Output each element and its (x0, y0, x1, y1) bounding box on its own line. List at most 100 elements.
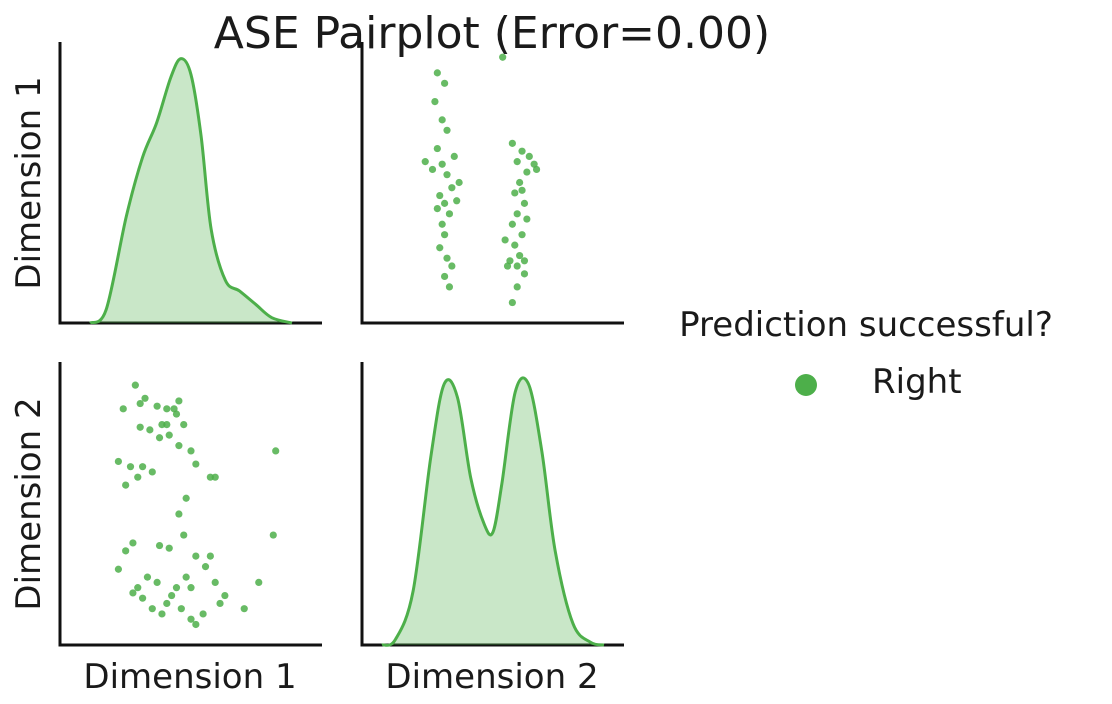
scatter-bottom-left-point-34 (192, 552, 200, 560)
scatter-bottom-left-point-37 (221, 591, 229, 600)
scatter-bottom-left-point-43 (134, 584, 142, 592)
scatter-top-right-point-36 (511, 241, 519, 249)
x-axis-label-dim2: Dimension 2 (385, 657, 598, 697)
scatter-bottom-left-point-30 (129, 539, 137, 547)
scatter-bottom-left-point-21 (122, 481, 130, 489)
panels (58, 42, 624, 647)
scatter-bottom-left-point-40 (163, 599, 171, 608)
chart-title: ASE Pairplot (Error=0.00) (214, 8, 770, 59)
scatter-top-right-point-48 (503, 262, 512, 270)
y-axis-label-dim2: Dimension 2 (9, 397, 49, 610)
scatter-top-right-point-5 (433, 144, 441, 153)
scatter-top-right-point-17 (441, 272, 449, 281)
scatter-bottom-left-point-44 (129, 589, 137, 597)
scatter-top-right-point-20 (450, 152, 458, 160)
legend-label-right: Right (872, 362, 962, 402)
scatter-top-right-point-6 (438, 160, 446, 168)
scatter-bottom-left-point-29 (122, 547, 130, 555)
scatter-bottom-left-point-36 (211, 578, 219, 587)
scatter-top-right-point-41 (520, 270, 529, 278)
scatter-bottom-left-point-26 (211, 473, 219, 481)
scatter-bottom-left-point-4 (153, 402, 161, 410)
scatter-bottom-left-point-17 (126, 463, 135, 471)
scatter-bottom-left-point-28 (114, 565, 122, 573)
scatter-bottom-left-point-3 (141, 394, 149, 402)
scatter-top-right-point-49 (513, 283, 521, 291)
scatter-bottom-left-point-12 (165, 431, 173, 439)
scatter-top-right-point-19 (428, 165, 437, 174)
x-axis-label-dim1: Dimension 1 (83, 657, 296, 697)
scatter-bottom-left-point-51 (199, 610, 207, 618)
scatter-bottom-left-point-57 (175, 510, 183, 518)
scatter-bottom-left-point-11 (155, 434, 164, 442)
scatter-bottom-left-point-23 (180, 421, 188, 429)
scatter-bottom-left-point-47 (158, 610, 166, 618)
scatter-top-right-point-26 (508, 139, 516, 147)
scatter-bottom-left-point-33 (180, 531, 188, 539)
scatter-top-right-point-12 (438, 220, 446, 228)
scatter-top-right-point-31 (511, 189, 519, 197)
scatter-top-right-point-42 (525, 152, 533, 160)
scatter-top-right-point-33 (513, 210, 521, 218)
scatter-bottom-left-point-59 (187, 584, 195, 592)
scatter-top-right-point-0 (433, 69, 441, 77)
scatter-top-right-point-21 (455, 178, 463, 187)
scatter-top-right-point-13 (441, 231, 449, 239)
scatter-top-right-point-37 (516, 251, 524, 260)
scatter-bottom-left-point-14 (187, 447, 195, 455)
scatter-top-right-point-39 (501, 236, 509, 244)
scatter-bottom-left-point-52 (216, 599, 224, 608)
scatter-bottom-left-point-35 (201, 563, 210, 571)
scatter-top-right-point-9 (436, 191, 444, 200)
scatter-top-right-point-2 (431, 97, 439, 106)
legend-marker-right (795, 374, 817, 396)
scatter-top-right-point-14 (436, 244, 444, 252)
scatter-bottom-left-point-6 (175, 397, 183, 405)
scatter-bottom-left-point-27 (163, 421, 171, 429)
scatter-bottom-left-point-31 (155, 541, 164, 550)
scatter-top-right-point-15 (443, 254, 451, 262)
scatter-bottom-left-point-56 (182, 494, 190, 502)
scatter-top-right-point-7 (443, 171, 451, 179)
scatter-top-right-point-34 (508, 220, 516, 228)
scatter-top-right-point-18 (445, 283, 454, 291)
scatter-top-right-point-40 (513, 262, 521, 270)
scatter-top-right-point-45 (523, 215, 531, 223)
scatter-bottom-left-point-48 (168, 591, 176, 600)
scatter-bottom-left-point-10 (136, 423, 144, 431)
density-dim2-fill (382, 377, 604, 646)
scatter-bottom-left-point-46 (148, 605, 156, 613)
scatter-bottom-left-point-0 (131, 381, 139, 389)
scatter-top-right-point-8 (448, 184, 456, 192)
scatter-bottom-left-point-20 (148, 468, 156, 476)
scatter-bottom-left-point-32 (165, 544, 173, 552)
axis-spine-br (360, 362, 624, 647)
scatter-bottom-left-point-55 (269, 531, 277, 539)
scatter-bottom-left-point-41 (153, 578, 161, 587)
scatter-top-right-point-10 (441, 199, 449, 207)
scatter-top-right-point-22 (421, 158, 429, 166)
y-axis-label-dim1: Dimension 1 (9, 76, 49, 289)
scatter-top-right-point-16 (448, 262, 456, 270)
scatter-top-right-point-47 (508, 298, 516, 307)
scatter-bottom-left-point-2 (119, 405, 127, 413)
scatter-top-right-point-11 (445, 210, 454, 218)
density-dim1-line (89, 57, 293, 325)
scatter-bottom-left-point-38 (182, 573, 190, 581)
scatter-bottom-left-point-5 (163, 405, 171, 413)
scatter-bottom-left-point-19 (134, 473, 142, 481)
scatter-top-right-point-25 (499, 53, 507, 61)
scatter-top-right-point-3 (438, 116, 446, 124)
scatter-bottom-left-point-15 (192, 460, 200, 468)
scatter-top-right-point-44 (532, 165, 541, 174)
scatter-bottom-left-point-9 (146, 426, 154, 434)
scatter-top-right-point-35 (518, 231, 526, 239)
scatter-bottom-left-point-1 (136, 399, 144, 408)
density-dim1-fill (90, 58, 292, 323)
axis-spine-tl (58, 42, 322, 325)
scatter-top-right-point-23 (453, 197, 461, 205)
scatter-top-right-point-24 (433, 205, 441, 213)
scatter-bottom-left-point-54 (255, 578, 263, 587)
scatter-top-right-point-30 (516, 178, 524, 187)
scatter-bottom-left-point-49 (177, 605, 185, 613)
